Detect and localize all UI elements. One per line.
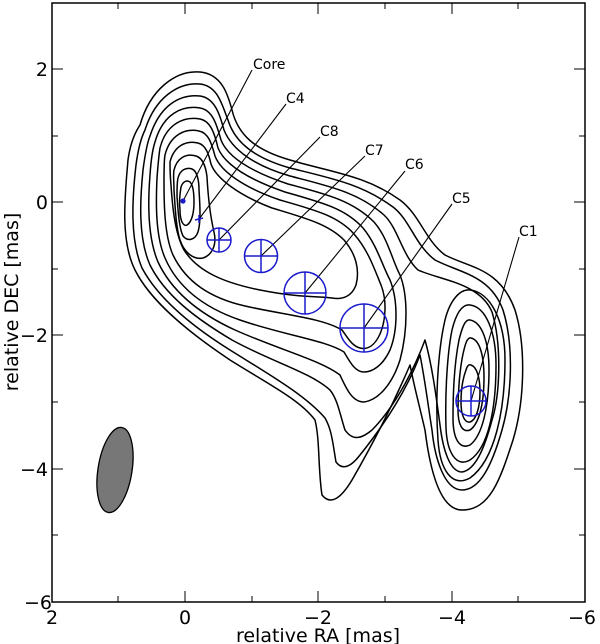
component-core-dot[interactable] [180,198,186,204]
leader-core [182,69,253,202]
contour-level-3 [139,95,500,473]
x-tick-0: 0 [179,607,191,629]
y-tick-2: 2 [36,59,48,81]
label-c1: C1 [519,224,538,240]
component-c1-marker[interactable] [455,385,487,417]
component-c4-cross[interactable] [194,215,204,223]
y-tick-labels: 2 0 −2 −4 −6 [20,59,52,614]
contour-level-4 [148,106,407,403]
y-tick-neg2: −2 [20,325,48,347]
leader-c1 [470,236,520,402]
label-c7: C7 [365,143,384,159]
label-c5: C5 [452,191,471,207]
contour-level-6 [163,129,386,350]
y-tick-0: 0 [36,192,48,214]
leader-c8 [218,136,321,241]
x-tick-neg2: −2 [304,607,332,629]
y-tick-neg6: −6 [24,592,52,614]
contour-map [123,71,524,511]
contour-level-5 [155,117,397,373]
x-tick-neg4: −4 [438,607,466,629]
leader-c4 [198,103,287,220]
c1-contour-2 [445,304,497,463]
contour-level-1 [123,71,524,511]
contour-level-10 [178,180,195,227]
c1-contour-3 [452,319,490,447]
leader-lines [182,69,520,402]
label-core: Core [253,57,285,73]
leader-c5 [363,203,453,329]
label-c6: C6 [405,157,424,173]
component-labels: Core C4 C8 C7 C6 C5 C1 [253,57,538,240]
leader-c7 [260,155,366,257]
components [180,198,487,417]
x-axis-title: relative RA [mas] [236,625,400,644]
component-c7-marker[interactable] [243,238,279,274]
beam-ellipse [96,426,134,514]
y-tick-neg4: −4 [20,459,48,481]
x-tick-neg6: −6 [568,607,596,629]
label-c8: C8 [320,124,339,140]
y-axis-title: relative DEC [mas] [1,213,23,392]
contour-level-8 [172,154,216,260]
c1-contour-1 [436,289,506,482]
contour-level-9 [176,167,201,241]
component-c8-marker[interactable] [206,227,232,253]
label-c4: C4 [286,91,305,107]
component-c6-marker[interactable] [283,271,327,315]
c1-contour-4 [457,337,485,432]
x-ticks [117,3,519,602]
leader-c6 [304,170,406,294]
x-tick-labels: 2 0 −2 −4 −6 [46,607,596,629]
y-ticks [52,68,585,536]
component-c5-marker[interactable] [339,303,389,353]
x-tick-2: 2 [46,607,58,629]
